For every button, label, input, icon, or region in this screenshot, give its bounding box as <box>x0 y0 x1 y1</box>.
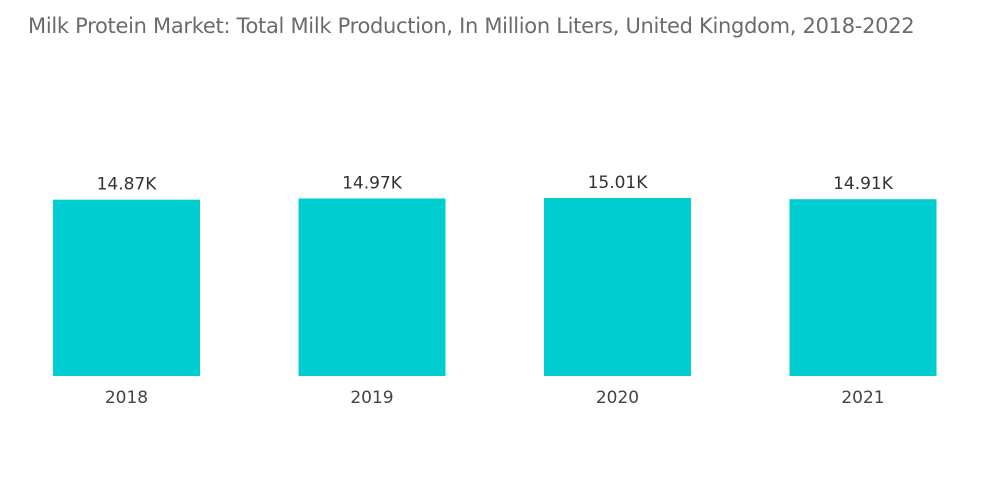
data-label-2021: 14.91K <box>833 174 894 194</box>
bar-2021 <box>789 199 937 376</box>
data-label-2020: 15.01K <box>588 173 649 193</box>
x-tick-label-2018: 2018 <box>105 388 148 408</box>
chart-title: Milk Protein Market: Total Milk Producti… <box>28 14 915 38</box>
x-tick-label-2020: 2020 <box>596 388 639 408</box>
bar-2019 <box>298 198 446 376</box>
x-tick-label-2019: 2019 <box>350 388 393 408</box>
data-label-2019: 14.97K <box>342 173 403 193</box>
x-tick-label-2021: 2021 <box>841 388 884 408</box>
data-label-2018: 14.87K <box>97 175 158 195</box>
bar-2020 <box>544 198 691 376</box>
bar-2018 <box>53 199 200 376</box>
